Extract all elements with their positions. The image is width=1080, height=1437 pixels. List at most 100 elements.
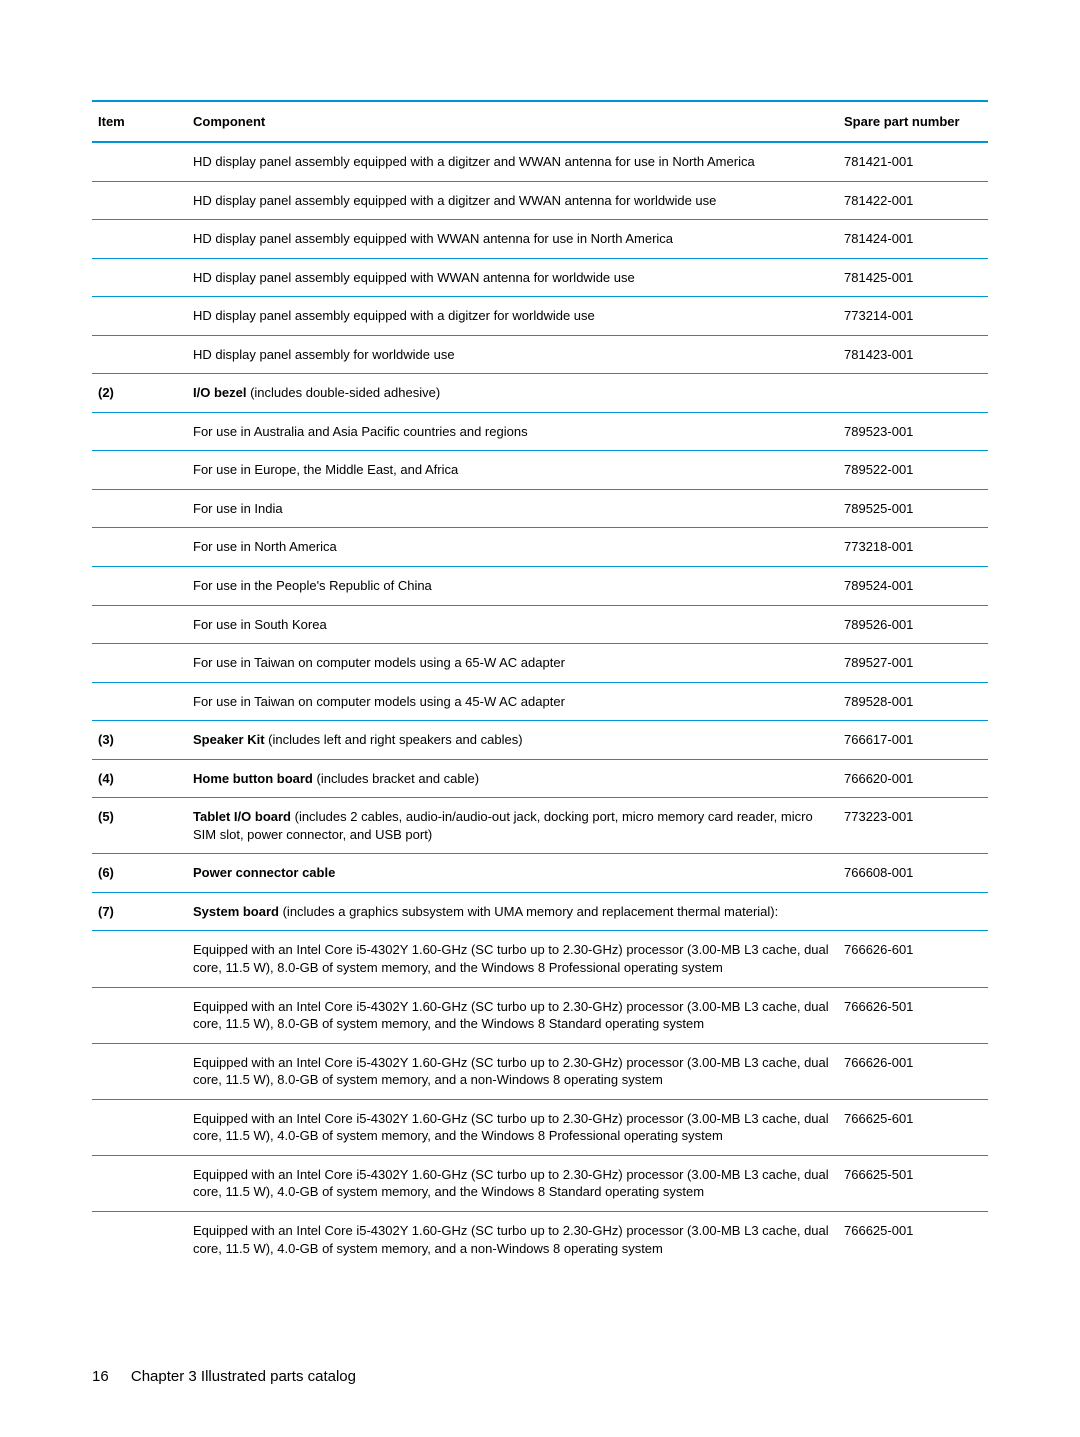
cell-item: (6) [92, 854, 187, 893]
table-row: For use in India789525-001 [92, 489, 988, 528]
table-row: Equipped with an Intel Core i5-4302Y 1.6… [92, 1211, 988, 1267]
cell-spare: 766626-601 [838, 931, 988, 987]
table-row: For use in South Korea 789526-001 [92, 605, 988, 644]
table-row: For use in North America773218-001 [92, 528, 988, 567]
cell-spare: 789524-001 [838, 567, 988, 606]
cell-component: For use in North America [187, 528, 838, 567]
table-row: For use in Taiwan on computer models usi… [92, 644, 988, 683]
cell-spare: 766625-601 [838, 1099, 988, 1155]
component-desc: For use in Taiwan on computer models usi… [193, 694, 565, 709]
component-name: Power connector cable [193, 865, 335, 880]
component-desc: Equipped with an Intel Core i5-4302Y 1.6… [193, 1223, 829, 1256]
cell-component: For use in South Korea [187, 605, 838, 644]
cell-item [92, 412, 187, 451]
component-desc: (includes left and right speakers and ca… [265, 732, 523, 747]
cell-spare: 766626-001 [838, 1043, 988, 1099]
header-spare: Spare part number [838, 101, 988, 142]
cell-component: Equipped with an Intel Core i5-4302Y 1.6… [187, 1043, 838, 1099]
cell-component: Speaker Kit (includes left and right spe… [187, 721, 838, 760]
cell-spare: 789528-001 [838, 682, 988, 721]
cell-component: HD display panel assembly equipped with … [187, 220, 838, 259]
cell-component: Power connector cable [187, 854, 838, 893]
cell-spare [838, 374, 988, 413]
cell-spare: 773214-001 [838, 297, 988, 336]
table-row: Equipped with an Intel Core i5-4302Y 1.6… [92, 987, 988, 1043]
cell-item [92, 335, 187, 374]
cell-item [92, 181, 187, 220]
cell-component: HD display panel assembly equipped with … [187, 142, 838, 181]
cell-item [92, 297, 187, 336]
cell-component: For use in Europe, the Middle East, and … [187, 451, 838, 490]
cell-component: Equipped with an Intel Core i5-4302Y 1.6… [187, 1099, 838, 1155]
cell-spare: 766617-001 [838, 721, 988, 760]
component-desc: (includes bracket and cable) [313, 771, 479, 786]
cell-item [92, 528, 187, 567]
table-row: (7)System board (includes a graphics sub… [92, 892, 988, 931]
component-desc: For use in India [193, 501, 283, 516]
component-desc: HD display panel assembly for worldwide … [193, 347, 455, 362]
cell-item [92, 451, 187, 490]
component-name: Speaker Kit [193, 732, 265, 747]
cell-component: Tablet I/O board (includes 2 cables, aud… [187, 798, 838, 854]
header-item: Item [92, 101, 187, 142]
cell-component: System board (includes a graphics subsys… [187, 892, 988, 931]
component-name: I/O bezel [193, 385, 246, 400]
table-row: HD display panel assembly equipped with … [92, 142, 988, 181]
table-row: Equipped with an Intel Core i5-4302Y 1.6… [92, 1099, 988, 1155]
component-desc: For use in the People's Republic of Chin… [193, 578, 432, 593]
cell-component: HD display panel assembly equipped with … [187, 297, 838, 336]
table-row: For use in the People's Republic of Chin… [92, 567, 988, 606]
table-row: For use in Australia and Asia Pacific co… [92, 412, 988, 451]
table-row: HD display panel assembly equipped with … [92, 258, 988, 297]
cell-spare: 773223-001 [838, 798, 988, 854]
cell-spare: 766620-001 [838, 759, 988, 798]
cell-component: For use in Taiwan on computer models usi… [187, 644, 838, 683]
component-desc: Equipped with an Intel Core i5-4302Y 1.6… [193, 999, 829, 1032]
table-header-row: Item Component Spare part number [92, 101, 988, 142]
cell-item: (7) [92, 892, 187, 931]
cell-item [92, 489, 187, 528]
cell-component: For use in the People's Republic of Chin… [187, 567, 838, 606]
header-component: Component [187, 101, 838, 142]
table-row: Equipped with an Intel Core i5-4302Y 1.6… [92, 931, 988, 987]
page: Item Component Spare part number HD disp… [0, 0, 1080, 1437]
component-desc: HD display panel assembly equipped with … [193, 270, 635, 285]
component-name: Tablet I/O board [193, 809, 291, 824]
table-row: (2)I/O bezel (includes double-sided adhe… [92, 374, 988, 413]
cell-component: HD display panel assembly equipped with … [187, 181, 838, 220]
cell-component: Equipped with an Intel Core i5-4302Y 1.6… [187, 1155, 838, 1211]
component-desc: (includes a graphics subsystem with UMA … [279, 904, 778, 919]
component-desc: Equipped with an Intel Core i5-4302Y 1.6… [193, 942, 829, 975]
cell-item [92, 1099, 187, 1155]
cell-item [92, 1211, 187, 1267]
page-footer: 16 Chapter 3 Illustrated parts catalog [92, 1368, 356, 1385]
table-row: HD display panel assembly equipped with … [92, 297, 988, 336]
component-desc: HD display panel assembly equipped with … [193, 193, 716, 208]
cell-spare: 781421-001 [838, 142, 988, 181]
cell-component: For use in Taiwan on computer models usi… [187, 682, 838, 721]
cell-component: I/O bezel (includes double-sided adhesiv… [187, 374, 838, 413]
component-desc: Equipped with an Intel Core i5-4302Y 1.6… [193, 1167, 829, 1200]
cell-spare: 789522-001 [838, 451, 988, 490]
cell-component: Home button board (includes bracket and … [187, 759, 838, 798]
cell-component: Equipped with an Intel Core i5-4302Y 1.6… [187, 1211, 838, 1267]
component-desc: For use in Australia and Asia Pacific co… [193, 424, 528, 439]
cell-spare: 781425-001 [838, 258, 988, 297]
cell-component: For use in Australia and Asia Pacific co… [187, 412, 838, 451]
cell-spare: 789527-001 [838, 644, 988, 683]
table-row: For use in Taiwan on computer models usi… [92, 682, 988, 721]
table-row: (6)Power connector cable766608-001 [92, 854, 988, 893]
cell-spare: 789526-001 [838, 605, 988, 644]
parts-table: Item Component Spare part number HD disp… [92, 100, 988, 1267]
component-desc: For use in South Korea [193, 617, 327, 632]
cell-item [92, 1155, 187, 1211]
cell-item [92, 605, 187, 644]
table-row: (4)Home button board (includes bracket a… [92, 759, 988, 798]
cell-item: (3) [92, 721, 187, 760]
component-desc: For use in Taiwan on computer models usi… [193, 655, 565, 670]
table-row: (5)Tablet I/O board (includes 2 cables, … [92, 798, 988, 854]
cell-item: (2) [92, 374, 187, 413]
cell-component: Equipped with an Intel Core i5-4302Y 1.6… [187, 987, 838, 1043]
cell-item [92, 258, 187, 297]
cell-component: HD display panel assembly equipped with … [187, 258, 838, 297]
